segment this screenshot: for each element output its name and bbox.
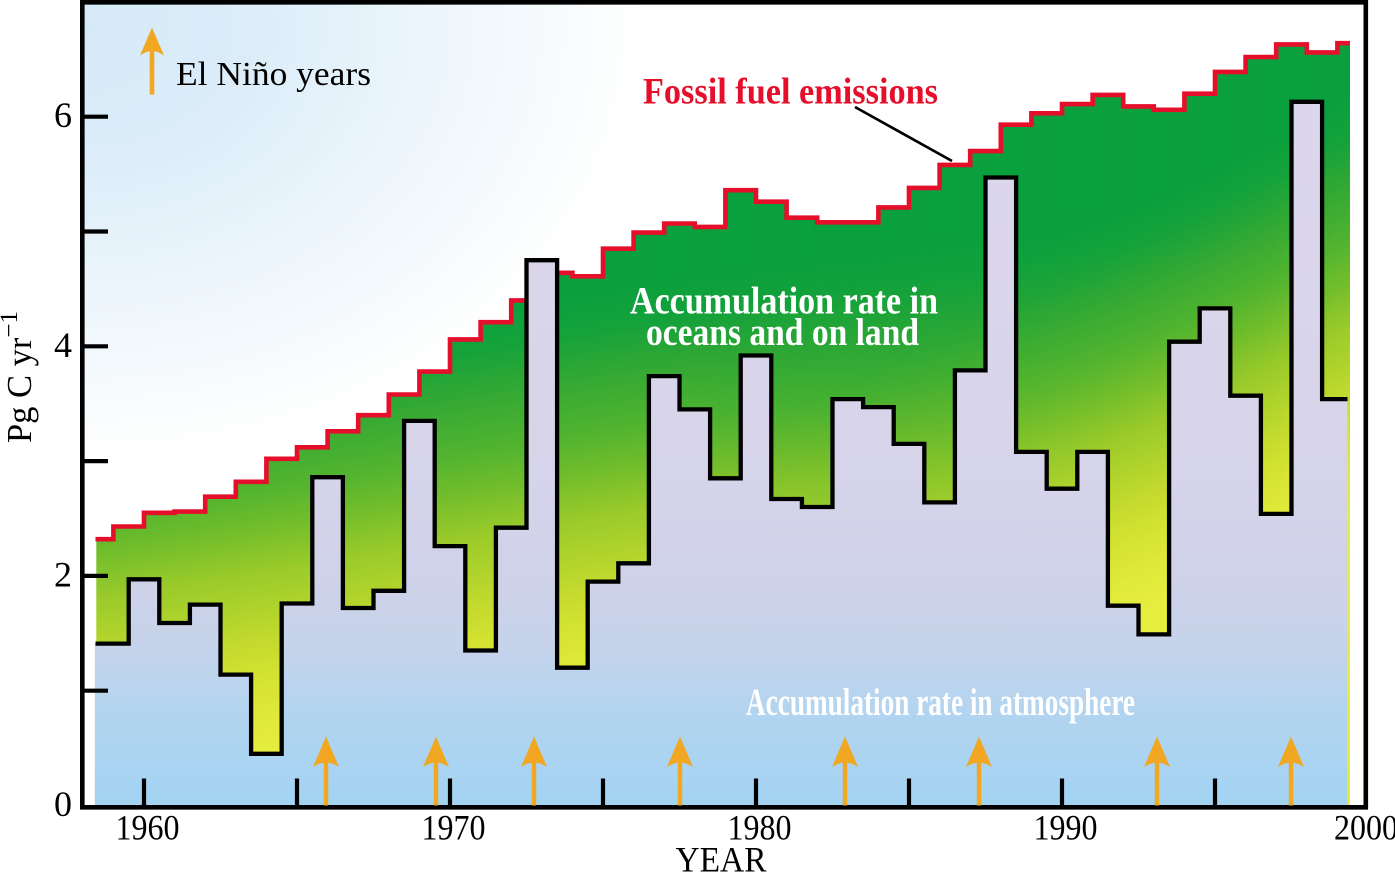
svg-text:Accumulation rate in atmospher: Accumulation rate in atmosphere xyxy=(746,681,1135,724)
svg-text:0: 0 xyxy=(54,784,72,824)
svg-text:2000: 2000 xyxy=(1334,808,1395,848)
svg-text:Accumulation rate in: Accumulation rate in xyxy=(630,280,938,323)
svg-text:Fossil fuel emissions: Fossil fuel emissions xyxy=(643,72,938,113)
svg-text:1970: 1970 xyxy=(422,808,486,848)
svg-text:El Niño years: El Niño years xyxy=(176,56,371,93)
svg-text:1960: 1960 xyxy=(116,808,180,848)
svg-text:1980: 1980 xyxy=(728,808,792,848)
svg-text:1990: 1990 xyxy=(1034,808,1098,848)
svg-text:YEAR: YEAR xyxy=(676,840,767,874)
svg-text:2: 2 xyxy=(54,554,72,594)
svg-text:oceans and on land: oceans and on land xyxy=(646,311,919,354)
svg-text:4: 4 xyxy=(54,325,72,365)
svg-text:6: 6 xyxy=(54,95,72,135)
